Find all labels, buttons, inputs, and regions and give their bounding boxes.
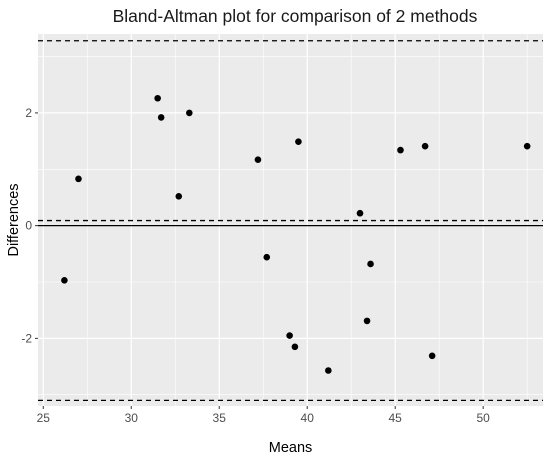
y-tick-label: -2 [21,331,32,345]
y-tick-label: 0 [25,219,32,233]
data-point [75,175,82,183]
data-point [363,317,371,325]
x-tick-label: 45 [389,411,403,425]
y-tick-label: 2 [25,106,32,120]
data-point [286,332,293,339]
x-tick-label: 30 [125,411,139,425]
x-tick-label: 40 [301,411,315,425]
x-tick-label: 35 [213,411,227,425]
y-axis-title: Differences [6,183,22,256]
data-point [523,142,531,150]
grid-lines [38,34,543,406]
data-point [325,367,332,374]
data-point [263,253,271,261]
axis-ticks: 25 30 35 40 45 50 -2 0 2 [21,106,490,425]
x-tick-label: 25 [37,411,51,425]
data-point [356,209,364,217]
data-point [186,109,193,117]
data-point [421,142,429,150]
data-point [291,343,299,351]
data-point [175,193,183,200]
reference-lines [38,40,543,402]
data-point [397,146,404,154]
data-point [428,352,436,360]
data-point [154,94,161,102]
data-point [367,260,374,268]
data-point [61,277,68,284]
data-point [295,138,302,145]
data-point [254,156,262,163]
x-axis-title: Means [269,440,313,456]
chart-title: Bland-Altman plot for comparison of 2 me… [113,6,478,26]
data-points [61,94,531,374]
data-point [157,114,165,121]
x-tick-label: 50 [476,411,490,425]
